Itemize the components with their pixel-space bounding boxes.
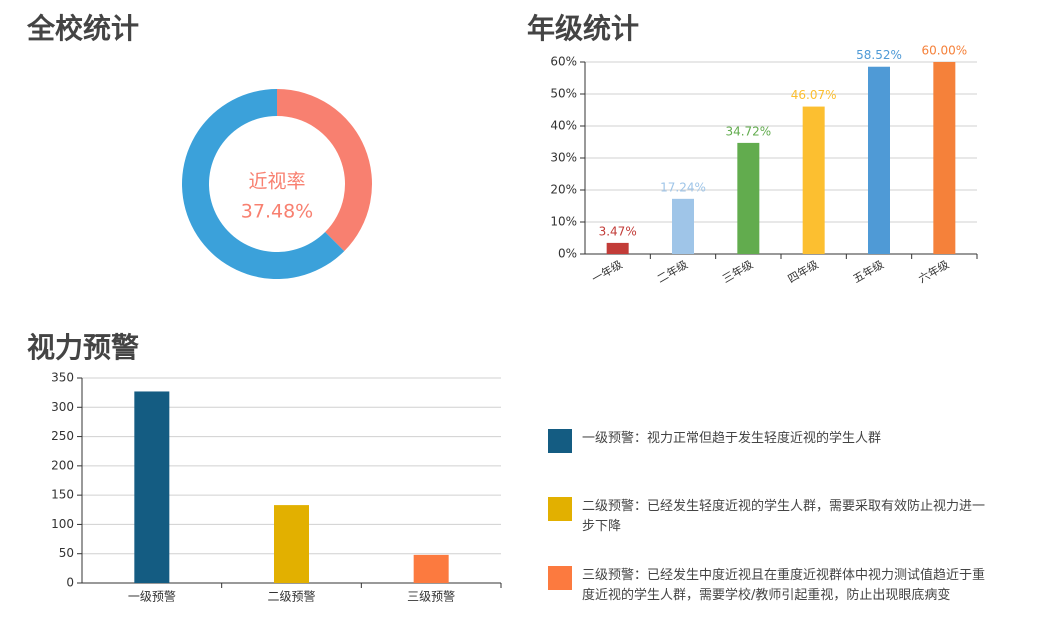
bar [868,66,890,255]
bar [413,554,449,583]
legend-swatch [548,566,572,590]
value-label: 58.52% [856,48,902,62]
legend-item: 三级预警：已经发生中度近视且在重度近视群体中视力测试值趋近于重度近视的学生人群，… [548,566,988,606]
x-tick-label: 四年级 [785,257,821,286]
donut-slice [277,89,372,252]
y-tick-label: 100 [51,517,74,531]
y-tick-label: 200 [51,458,74,472]
value-label: 46.07% [791,88,837,102]
legend-swatch [548,497,572,521]
y-tick-label: 30% [550,151,577,165]
x-tick-label: 五年级 [850,257,886,286]
legend-item: 一级预警：视力正常但趋于发生轻度近视的学生人群 [548,429,988,453]
y-tick-label: 60% [550,55,577,69]
y-tick-label: 350 [51,371,74,385]
y-tick-label: 0% [558,247,577,261]
x-tick-label: 三级预警 [407,589,455,604]
bar [134,391,170,583]
value-label: 60.00% [921,44,967,58]
legend-label: 二级预警：已经发生轻度近视的学生人群，需要采取有效防止视力进一步下降 [582,499,986,534]
x-tick-label: 二年级 [654,257,690,286]
donut-slice [182,89,345,279]
legend-label: 一级预警：视力正常但趋于发生轻度近视的学生人群 [582,431,882,446]
center-value: 37.48% [241,201,313,223]
legend-item: 二级预警：已经发生轻度近视的学生人群，需要采取有效防止视力进一步下降 [548,497,988,537]
chart-title: 年级统计 [527,12,639,45]
value-label: 3.47% [599,224,637,238]
y-tick-label: 10% [550,215,577,229]
y-tick-label: 0 [66,576,74,590]
center-label: 近视率 [248,171,305,193]
y-tick-label: 50% [550,87,577,101]
x-tick-label: 二级预警 [267,589,315,604]
x-tick-label: 一级预警 [128,589,176,604]
y-tick-label: 300 [51,400,74,414]
bar [933,62,956,254]
chart-title: 全校统计 [26,12,139,45]
y-tick-label: 50 [59,546,74,560]
y-tick-label: 150 [51,488,74,502]
y-tick-label: 250 [51,429,74,443]
bar [672,198,694,254]
x-tick-label: 三年级 [720,257,756,286]
bar [802,106,825,255]
chart-title: 视力预警 [27,331,139,364]
x-tick-label: 一年级 [589,257,625,286]
legend-label: 三级预警：已经发生中度近视且在重度近视群体中视力测试值趋近于重度近视的学生人群，… [582,568,986,603]
bar [737,142,760,254]
bar [274,505,309,583]
value-label: 17.24% [660,180,706,194]
x-tick-label: 六年级 [916,257,952,286]
bar [606,242,629,254]
y-tick-label: 20% [550,183,577,197]
value-label: 34.72% [725,124,771,138]
y-tick-label: 40% [550,119,577,133]
legend-swatch [548,429,572,453]
